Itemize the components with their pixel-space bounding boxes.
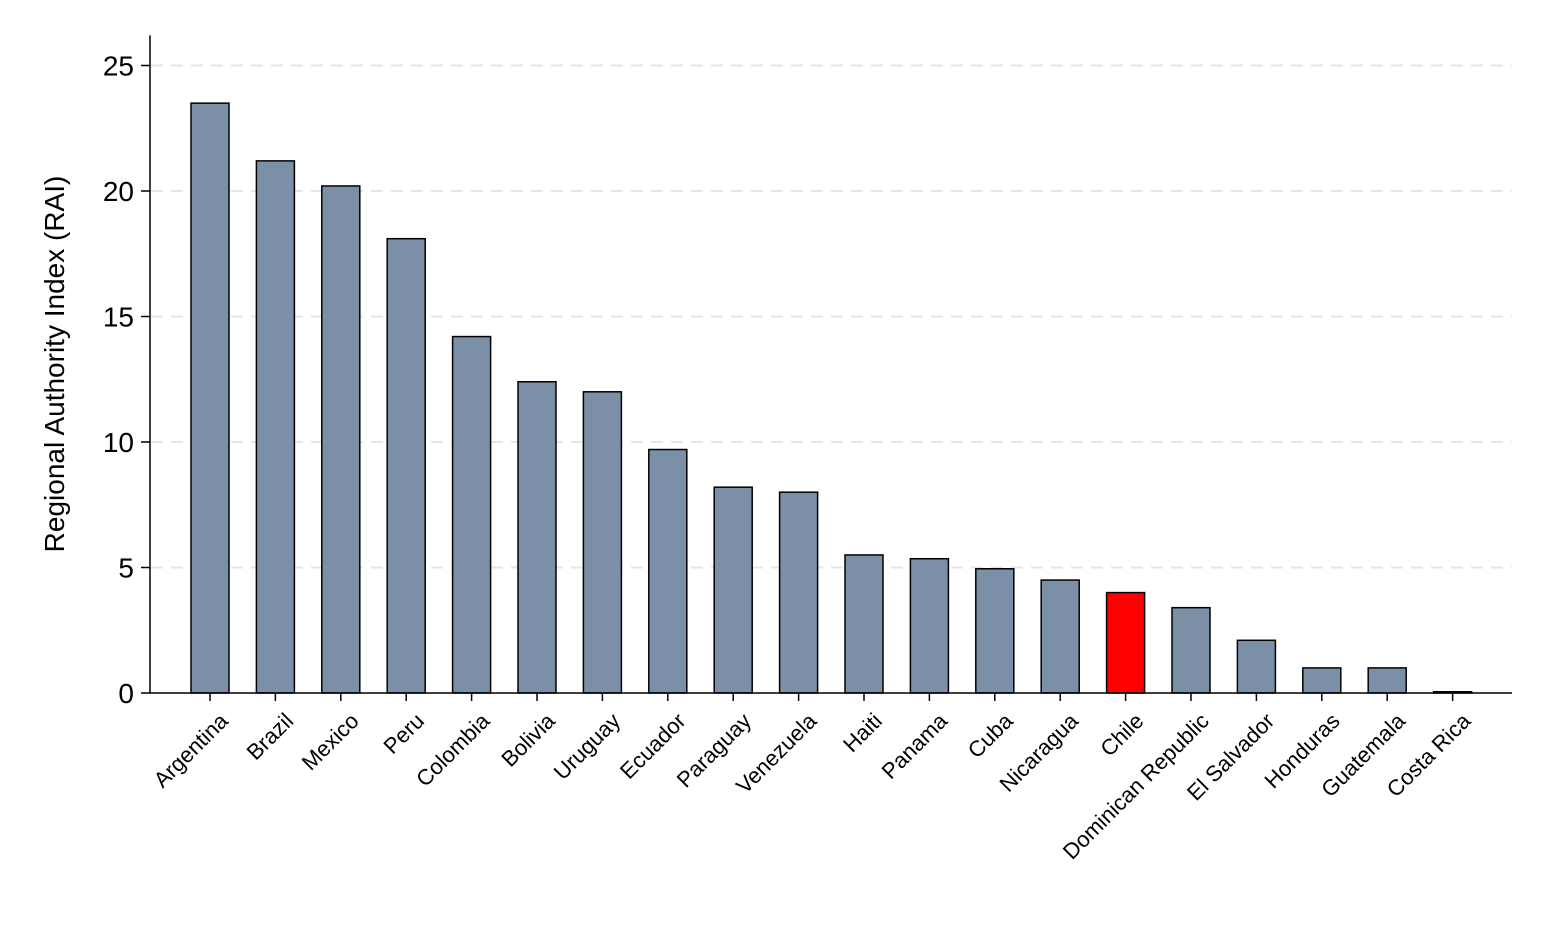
- y-axis-label: Regional Authority Index (RAI): [39, 176, 70, 553]
- bar-panama: [909, 557, 950, 694]
- bar-venezuela: [778, 491, 819, 694]
- bar-haiti: [844, 554, 884, 694]
- bar-dominican-republic: [1171, 606, 1211, 694]
- x-tick-label: Mexico: [297, 708, 364, 775]
- bar-cuba: [975, 568, 1015, 694]
- bar-paraguay: [713, 486, 753, 694]
- x-tick-label: Brazil: [242, 708, 299, 765]
- bar-bolivia: [517, 381, 557, 694]
- bar-colombia: [451, 335, 492, 694]
- y-ticks: 0 5 10 15 20 25: [103, 51, 150, 709]
- x-tick-label: Chile: [1095, 708, 1148, 761]
- bar-mexico: [321, 185, 361, 694]
- y-tick-label: 10: [103, 427, 134, 458]
- x-tick-label: Argentina: [149, 708, 234, 793]
- x-tick-label: Peru: [379, 708, 430, 759]
- y-tick-label: 20: [103, 176, 134, 207]
- bar-peru: [386, 237, 426, 694]
- y-tick-label: 0: [118, 678, 134, 709]
- bar-honduras: [1302, 667, 1342, 694]
- bar-uruguay: [582, 391, 623, 694]
- y-tick-label: 5: [118, 553, 134, 584]
- x-tick-label: Cuba: [963, 708, 1018, 763]
- bar-chile: [1105, 591, 1146, 694]
- bar-brazil: [255, 160, 296, 694]
- x-tick-label: Haiti: [838, 708, 887, 757]
- bar-argentina: [190, 102, 230, 694]
- y-tick-label: 15: [103, 302, 134, 333]
- bar-nicaragua: [1040, 579, 1080, 694]
- gridlines: [151, 64, 1512, 569]
- x-tick-label: Panama: [877, 708, 953, 784]
- axes: [149, 35, 1512, 694]
- x-tick-label: Uruguay: [549, 708, 625, 784]
- bars: [190, 102, 1473, 694]
- y-tick-label: 25: [103, 51, 134, 82]
- x-tick-label: Bolivia: [496, 708, 560, 772]
- bar-ecuador: [648, 448, 688, 694]
- x-tick-label: Colombia: [411, 708, 495, 792]
- bar-el-salvador: [1236, 639, 1277, 694]
- bar-guatemala: [1367, 667, 1407, 694]
